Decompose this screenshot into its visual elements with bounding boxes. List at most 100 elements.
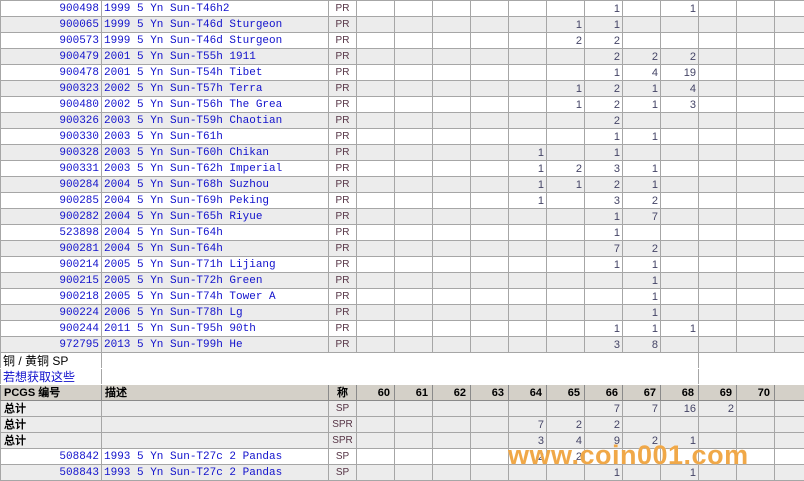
description-cell[interactable]: 2003 5 Yn Sun-T60h Chikan	[101, 144, 329, 161]
count-cell-64: 2	[508, 448, 547, 465]
count-cell-60	[356, 176, 395, 193]
header-grade-61[interactable]: 61	[394, 384, 433, 401]
pcgs-number-link[interactable]: 900282	[0, 208, 102, 225]
pcgs-number-link[interactable]: 900224	[0, 304, 102, 321]
count-cell-62	[432, 80, 471, 97]
description-cell[interactable]: 1993 5 Yn Sun-T27c 2 Pandas	[101, 448, 329, 465]
header-pcgs-number[interactable]: PCGS 编号	[0, 384, 102, 401]
description-cell	[101, 432, 329, 449]
description-cell[interactable]: 1993 5 Yn Sun-T27c 2 Pandas	[101, 464, 329, 481]
header-grade-60[interactable]: 60	[356, 384, 395, 401]
count-cell-70	[736, 64, 775, 81]
row-total-cell: 19	[774, 432, 804, 449]
pcgs-number-link[interactable]: 508843	[0, 464, 102, 481]
description-cell[interactable]: 2001 5 Yn Sun-T54h Tibet	[101, 64, 329, 81]
header-grade-68[interactable]: 68	[660, 384, 699, 401]
header-grade-69[interactable]: 69	[698, 384, 737, 401]
pcgs-number-link[interactable]: 900244	[0, 320, 102, 337]
description-cell[interactable]: 2005 5 Yn Sun-T72h Green	[101, 272, 329, 289]
grade-designation-cell: PR	[328, 112, 357, 129]
pcgs-number-link[interactable]: 900215	[0, 272, 102, 289]
description-cell[interactable]: 2003 5 Yn Sun-T62h Imperial	[101, 160, 329, 177]
pcgs-number-link[interactable]: 900281	[0, 240, 102, 257]
description-cell[interactable]: 1999 5 Yn Sun-T46d Sturgeon	[101, 32, 329, 49]
pcgs-number-link[interactable]: 900480	[0, 96, 102, 113]
description-cell[interactable]: 2003 5 Yn Sun-T59h Chaotian	[101, 112, 329, 129]
count-cell-66: 1	[584, 256, 623, 273]
count-cell-60	[356, 0, 395, 17]
header-grade-62[interactable]: 62	[432, 384, 471, 401]
count-cell-60	[356, 400, 395, 417]
description-cell[interactable]: 2003 5 Yn Sun-T61h	[101, 128, 329, 145]
count-cell-68	[660, 416, 699, 433]
description-cell[interactable]: 2011 5 Yn Sun-T95h 90th	[101, 320, 329, 337]
grade-designation-cell: SPR	[328, 432, 357, 449]
count-cell-62	[432, 128, 471, 145]
row-total-cell: 1	[774, 288, 804, 305]
count-cell-63	[470, 128, 509, 145]
count-cell-68	[660, 144, 699, 161]
description-cell[interactable]: 2013 5 Yn Sun-T99h He	[101, 336, 329, 353]
row-total-cell: 2	[774, 144, 804, 161]
pcgs-number-link[interactable]: 900214	[0, 256, 102, 273]
pcgs-number-link[interactable]: 900330	[0, 128, 102, 145]
header-grade-66[interactable]: 66	[584, 384, 623, 401]
description-cell[interactable]: 2006 5 Yn Sun-T78h Lg	[101, 304, 329, 321]
count-cell-68	[660, 160, 699, 177]
count-cell-64	[508, 400, 547, 417]
header-grade-63[interactable]: 63	[470, 384, 509, 401]
pcgs-number-link[interactable]: 900326	[0, 112, 102, 129]
header-grade-designation[interactable]: 称	[328, 384, 357, 401]
pcgs-number-link[interactable]: 900479	[0, 48, 102, 65]
pcgs-number-link[interactable]: 523898	[0, 224, 102, 241]
pcgs-number-link[interactable]: 508842	[0, 448, 102, 465]
pcgs-number-link[interactable]: 900218	[0, 288, 102, 305]
row-total-cell: 7	[774, 96, 804, 113]
pcgs-number-link[interactable]: 900331	[0, 160, 102, 177]
count-cell-63	[470, 464, 509, 481]
description-cell[interactable]: 2004 5 Yn Sun-T68h Suzhou	[101, 176, 329, 193]
count-cell-69	[698, 128, 737, 145]
note-link[interactable]: 若想获取这些	[0, 368, 102, 385]
grade-designation-cell: PR	[328, 80, 357, 97]
header-grade-70[interactable]: 70	[736, 384, 775, 401]
count-cell-68	[660, 240, 699, 257]
pcgs-number-link[interactable]: 900285	[0, 192, 102, 209]
description-cell[interactable]: 2005 5 Yn Sun-T74h Tower A	[101, 288, 329, 305]
count-cell-61	[394, 432, 433, 449]
description-cell[interactable]: 2001 5 Yn Sun-T55h 1911	[101, 48, 329, 65]
count-cell-61	[394, 304, 433, 321]
header-description[interactable]: 描述	[101, 384, 329, 401]
count-cell-62	[432, 96, 471, 113]
count-cell-62	[432, 48, 471, 65]
pcgs-number-link[interactable]: 900065	[0, 16, 102, 33]
pcgs-number-link[interactable]: 900498	[0, 0, 102, 17]
pcgs-number-link[interactable]: 900478	[0, 64, 102, 81]
description-cell[interactable]: 2005 5 Yn Sun-T71h Lijiang	[101, 256, 329, 273]
pcgs-number-link[interactable]: 900323	[0, 80, 102, 97]
header-grade-64[interactable]: 64	[508, 384, 547, 401]
pcgs-number-link[interactable]: 900573	[0, 32, 102, 49]
header-grade-65[interactable]: 65	[546, 384, 585, 401]
description-cell[interactable]: 2004 5 Yn Sun-T69h Peking	[101, 192, 329, 209]
header-grade-67[interactable]: 67	[622, 384, 661, 401]
pcgs-number-link[interactable]: 972795	[0, 336, 102, 353]
description-cell	[101, 416, 329, 433]
pcgs-number-link[interactable]: 900284	[0, 176, 102, 193]
pcgs-number-link[interactable]: 900328	[0, 144, 102, 161]
description-cell[interactable]: 2004 5 Yn Sun-T64h	[101, 240, 329, 257]
count-cell-70	[736, 80, 775, 97]
count-cell-60	[356, 320, 395, 337]
description-cell[interactable]: 1999 5 Yn Sun-T46h2	[101, 0, 329, 17]
row-total-cell: 2	[774, 464, 804, 481]
description-cell[interactable]: 1999 5 Yn Sun-T46d Sturgeon	[101, 16, 329, 33]
count-cell-60	[356, 240, 395, 257]
description-cell[interactable]: 2002 5 Yn Sun-T56h The Grea	[101, 96, 329, 113]
description-cell[interactable]: 2004 5 Yn Sun-T64h	[101, 224, 329, 241]
description-cell[interactable]: 2004 5 Yn Sun-T65h Riyue	[101, 208, 329, 225]
header-total[interactable]: 总计	[774, 384, 804, 401]
count-cell-61	[394, 256, 433, 273]
description-cell[interactable]: 2002 5 Yn Sun-T57h Terra	[101, 80, 329, 97]
